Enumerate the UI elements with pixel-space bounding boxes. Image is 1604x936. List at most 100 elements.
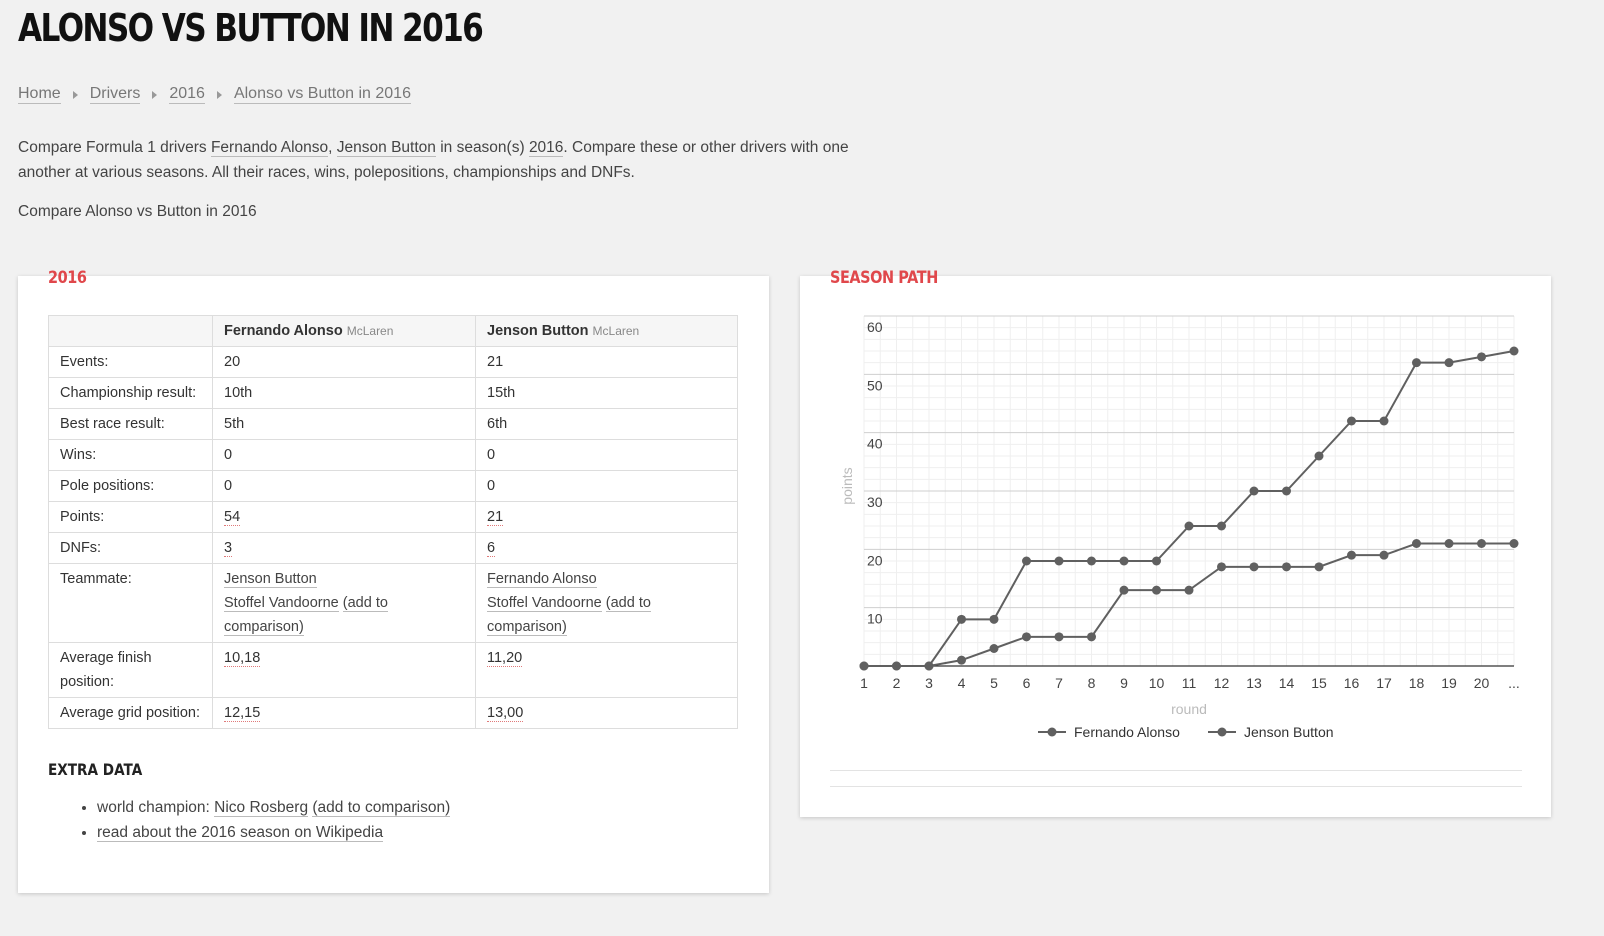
- extra-data-list: world champion: Nico Rosberg (add to com…: [48, 795, 451, 845]
- avg-finish-cell: 10,18: [212, 642, 476, 698]
- data-point: [1022, 632, 1031, 642]
- data-point: [1152, 585, 1161, 595]
- data-point: [1022, 556, 1031, 566]
- table-row: Best race result: 5th 6th: [48, 408, 738, 440]
- table-row: DNFs: 3 6: [48, 532, 738, 564]
- champion-link[interactable]: Nico Rosberg: [214, 799, 309, 817]
- driver-link-alonso[interactable]: Fernando Alonso: [210, 139, 329, 157]
- add-to-comparison-link[interactable]: (add to comparison): [487, 595, 651, 636]
- x-axis-title: round: [1171, 701, 1207, 717]
- teammate-link[interactable]: Fernando Alonso: [487, 571, 597, 588]
- chevron-right-icon: [216, 90, 222, 99]
- data-point: [1119, 556, 1129, 566]
- row-label: Championship result:: [48, 377, 213, 409]
- data-point: [1087, 556, 1096, 566]
- chart-major-grid: [864, 315, 1514, 667]
- x-tick-label: 20: [1474, 675, 1490, 691]
- data-point: [1347, 416, 1356, 426]
- data-point: [957, 614, 966, 624]
- divider: [830, 786, 1522, 787]
- y-tick-label: 30: [867, 494, 883, 510]
- teammate-link[interactable]: Stoffel Vandoorne: [224, 595, 339, 612]
- row-label: Points:: [48, 501, 213, 533]
- legend-marker: [1047, 727, 1057, 737]
- x-tick-label: 6: [1023, 675, 1031, 691]
- row-label: Events:: [48, 346, 213, 378]
- points-value-b[interactable]: 21: [487, 509, 504, 526]
- x-tick-label: 3: [925, 675, 933, 691]
- y-axis-title: points: [839, 467, 855, 504]
- y-tick-label: 10: [867, 611, 883, 627]
- data-point: [1184, 521, 1194, 531]
- dnfs-value-a[interactable]: 3: [224, 540, 233, 557]
- row-label: DNFs:: [48, 532, 213, 564]
- avg-finish-value-b[interactable]: 11,20: [487, 650, 523, 667]
- row-label: Pole positions:: [48, 470, 213, 502]
- comparison-table: Fernando Alonso McLaren Jenson Button Mc…: [48, 315, 738, 729]
- season-path-card: SEASON PATH 10 20 30 40 50 60 1 2 3 4 5 6 7 8 9 10 11 12…: [800, 268, 1551, 817]
- row-label: Average grid position:: [48, 697, 213, 729]
- intro-text-part: ,: [328, 139, 337, 156]
- intro-text: Compare Formula 1 drivers Fernando Alons…: [18, 135, 898, 238]
- x-tick-label: 10: [1149, 675, 1165, 691]
- data-point: [1412, 539, 1421, 548]
- season-link[interactable]: 2016: [528, 139, 564, 157]
- dnfs-value-b[interactable]: 6: [487, 540, 496, 557]
- intro-text-part: . Compare these or other drivers with on…: [18, 139, 849, 181]
- row-label: Wins:: [48, 439, 213, 471]
- breadcrumb-home[interactable]: Home: [18, 85, 61, 104]
- y-tick-label: 50: [867, 377, 883, 393]
- intro-text-part: Compare Formula 1 drivers: [18, 139, 211, 156]
- divider: [830, 770, 1522, 771]
- data-point: [1249, 486, 1259, 496]
- data-point: [1282, 486, 1291, 496]
- data-point: [1444, 358, 1454, 368]
- driver-a-team: McLaren: [346, 324, 394, 338]
- breadcrumb: Home Drivers 2016 Alonso vs Button in 20…: [18, 85, 411, 104]
- cell-value: 0: [475, 470, 738, 502]
- driver-b-team: McLaren: [592, 324, 640, 338]
- table-row: Average finish position: 10,18 11,20: [48, 642, 738, 698]
- breadcrumb-drivers[interactable]: Drivers: [89, 85, 141, 104]
- teammate-link[interactable]: Stoffel Vandoorne: [487, 595, 602, 612]
- table-row: Points: 54 21: [48, 501, 738, 533]
- intro-text-part: in season(s): [435, 139, 529, 156]
- driver-link-button[interactable]: Jenson Button: [336, 139, 436, 157]
- table-row: Pole positions: 0 0: [48, 470, 738, 502]
- chart-legend[interactable]: Fernando Alonso Jenson Button: [1038, 724, 1334, 740]
- data-point: [1412, 358, 1421, 368]
- add-to-comparison-link[interactable]: (add to comparison): [224, 595, 388, 636]
- breadcrumb-season[interactable]: 2016: [169, 85, 205, 104]
- wikipedia-link[interactable]: read about the 2016 season on Wikipedia: [97, 824, 384, 842]
- avg-grid-value-a[interactable]: 12,15: [224, 705, 261, 722]
- list-item: world champion: Nico Rosberg (add to com…: [97, 795, 451, 820]
- points-value-a[interactable]: 54: [224, 509, 241, 526]
- table-header-driver-b: Jenson Button McLaren: [475, 315, 738, 347]
- season-stats-title: 2016: [48, 268, 87, 288]
- legend-marker: [1217, 727, 1227, 737]
- data-point: [1314, 562, 1324, 572]
- avg-finish-value-a[interactable]: 10,18: [224, 650, 261, 667]
- add-to-comparison-link[interactable]: (add to comparison): [312, 799, 451, 817]
- data-point: [1379, 416, 1389, 426]
- x-tick-label: 7: [1055, 675, 1063, 691]
- teammate-cell: Jenson Button Stoffel Vandoorne (add to …: [212, 563, 476, 643]
- data-point: [1184, 585, 1194, 595]
- teammate-link[interactable]: Jenson Button: [224, 571, 317, 588]
- data-point: [1217, 521, 1226, 531]
- avg-grid-value-b[interactable]: 13,00: [487, 705, 524, 722]
- data-point: [924, 661, 934, 671]
- driver-a-name: Fernando Alonso: [224, 323, 343, 339]
- legend-label: Jenson Button: [1244, 724, 1334, 740]
- chart-series: [859, 346, 1519, 671]
- cell-value: 5th: [212, 408, 476, 440]
- points-cell: 54: [212, 501, 476, 533]
- cell-value: 21: [475, 346, 738, 378]
- table-row: Average grid position: 12,15 13,00: [48, 697, 738, 729]
- dnfs-cell: 3: [212, 532, 476, 564]
- cell-value: 6th: [475, 408, 738, 440]
- breadcrumb-current[interactable]: Alonso vs Button in 2016: [233, 85, 411, 104]
- data-point: [1379, 550, 1389, 560]
- data-point: [859, 661, 869, 671]
- champion-label: world champion:: [97, 799, 215, 816]
